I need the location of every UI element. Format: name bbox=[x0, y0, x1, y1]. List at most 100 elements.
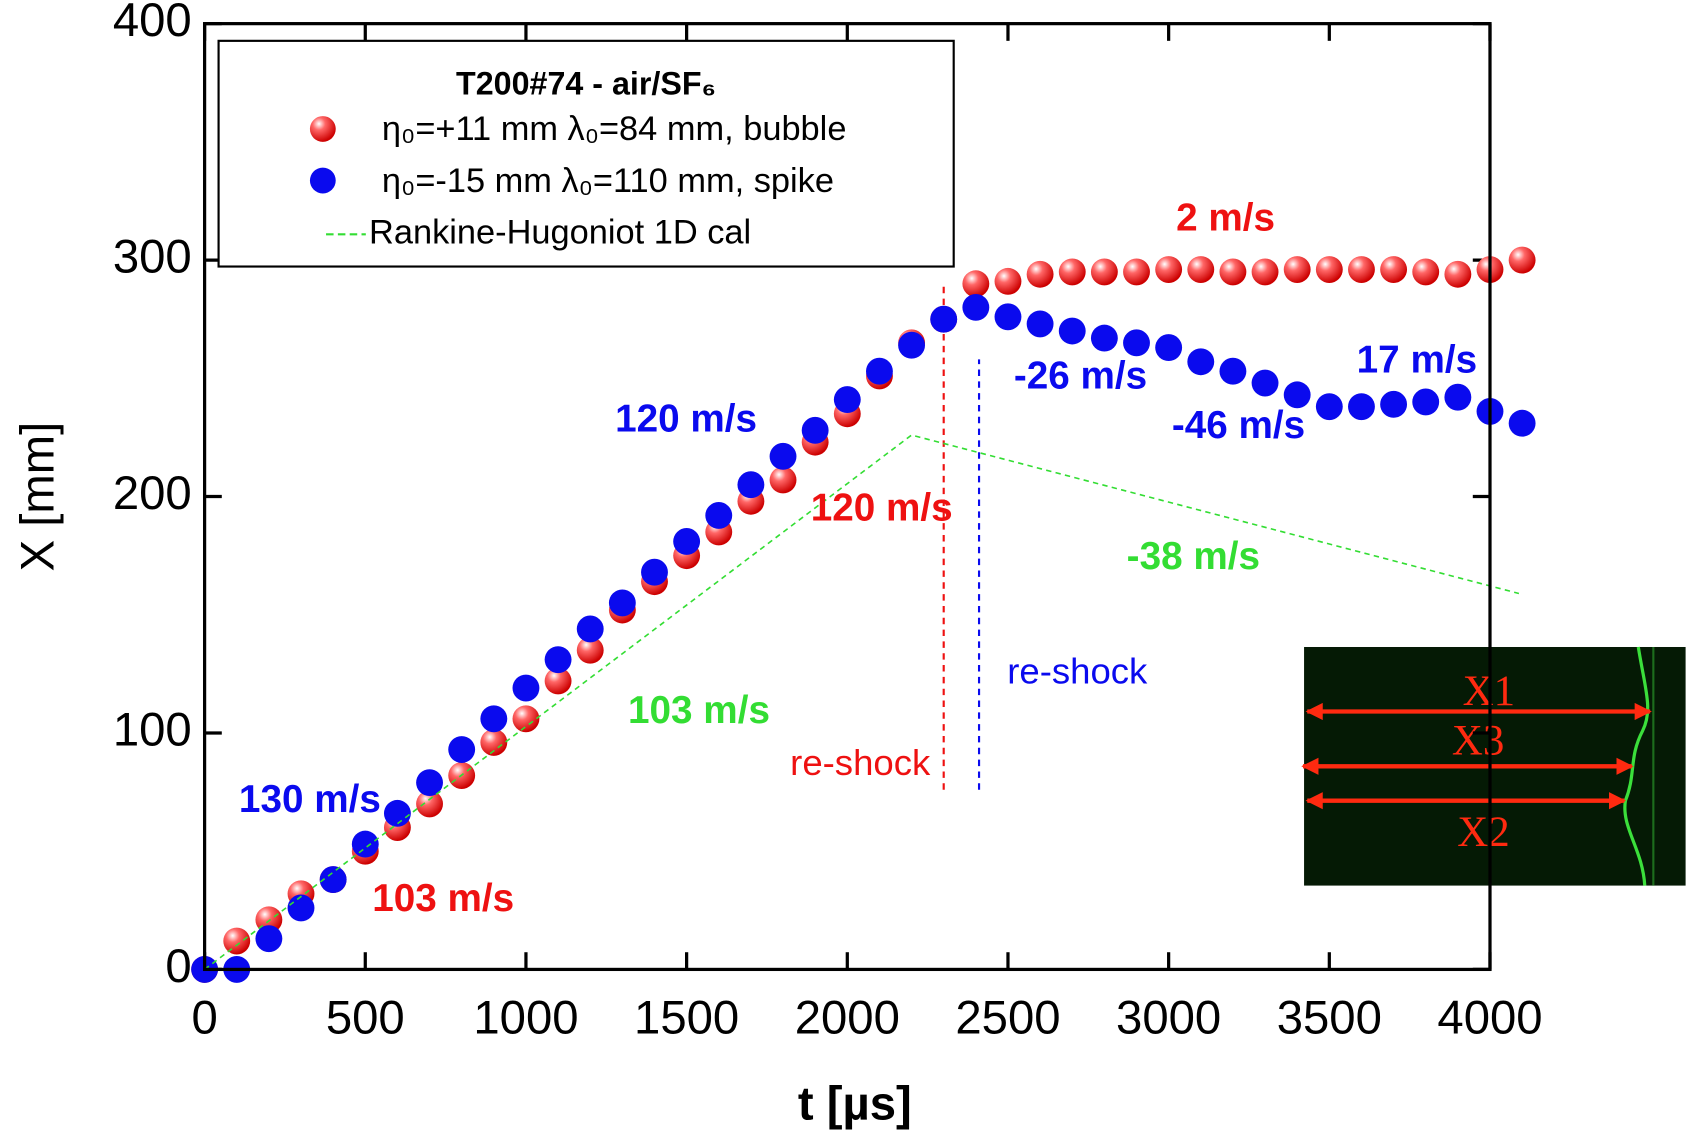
annotation: -38 m/s bbox=[1127, 535, 1260, 578]
data-point bbox=[641, 558, 668, 586]
data-point bbox=[287, 894, 315, 922]
legend-marker bbox=[309, 116, 336, 142]
y-tick-label: 400 bbox=[113, 0, 192, 47]
data-point bbox=[608, 589, 636, 617]
data-point bbox=[1380, 390, 1408, 418]
data-point bbox=[512, 674, 540, 702]
annotation: 103 m/s bbox=[628, 689, 770, 732]
x-tick-label: 2000 bbox=[795, 991, 900, 1044]
inset-image: X1 X3 X2 bbox=[191, 22, 1686, 983]
plot-frame bbox=[202, 22, 1492, 972]
data-point bbox=[1444, 260, 1472, 288]
data-point bbox=[994, 267, 1022, 295]
x-tick-label: 4000 bbox=[1437, 991, 1542, 1044]
inset-label: X2 bbox=[1457, 809, 1510, 856]
annotation: 103 m/s bbox=[372, 877, 514, 920]
y-axis-title: X [mm] bbox=[12, 422, 65, 572]
data-point bbox=[1219, 357, 1247, 385]
data-point bbox=[769, 442, 797, 470]
x-tick-label: 2500 bbox=[955, 991, 1060, 1044]
data-point bbox=[416, 769, 443, 797]
data-point bbox=[512, 705, 540, 733]
annotation: re-shock bbox=[1007, 651, 1148, 692]
data-point bbox=[1187, 348, 1215, 376]
data-point bbox=[673, 528, 701, 555]
data-point bbox=[1508, 246, 1536, 274]
data-point bbox=[1155, 334, 1183, 362]
data-point bbox=[576, 636, 604, 664]
data-point bbox=[1412, 388, 1440, 416]
inset-label: X3 bbox=[1452, 718, 1505, 765]
data-point bbox=[1090, 324, 1118, 352]
data-point bbox=[223, 927, 251, 955]
data-point bbox=[255, 925, 283, 953]
data-point bbox=[1026, 310, 1054, 338]
data-point bbox=[319, 866, 347, 894]
model-line bbox=[204, 434, 1520, 971]
data-point bbox=[930, 305, 958, 333]
data-point bbox=[994, 303, 1022, 331]
annotation: re-shock bbox=[790, 742, 931, 783]
data-point bbox=[1219, 258, 1247, 286]
data-point bbox=[1412, 258, 1440, 286]
data-point bbox=[1090, 258, 1118, 286]
x-axis-title: t [µs] bbox=[798, 1077, 912, 1130]
legend-label: η₀=-15 mm λ₀=110 mm, spike bbox=[382, 162, 834, 200]
data-point bbox=[480, 705, 508, 733]
data-point bbox=[1444, 383, 1472, 411]
data-point bbox=[448, 736, 476, 763]
annotation: 120 m/s bbox=[615, 398, 757, 441]
y-tick-label: 0 bbox=[165, 940, 191, 993]
data-point bbox=[705, 502, 733, 529]
x-tick-label: 0 bbox=[191, 991, 217, 1044]
data-point bbox=[576, 615, 604, 643]
data-point bbox=[383, 799, 411, 827]
data-point bbox=[351, 830, 379, 858]
legend-box bbox=[217, 39, 955, 268]
legend-marker bbox=[309, 167, 336, 194]
annotation: -46 m/s bbox=[1172, 404, 1305, 447]
annotation: 2 m/s bbox=[1176, 197, 1275, 240]
annotation: 130 m/s bbox=[239, 778, 381, 821]
x-tick-label: 500 bbox=[326, 991, 405, 1044]
data-point bbox=[1187, 256, 1215, 283]
annotation: 17 m/s bbox=[1357, 338, 1477, 381]
data-point bbox=[1123, 329, 1150, 357]
data-point bbox=[962, 293, 990, 321]
data-point bbox=[1283, 256, 1311, 283]
annotation: -26 m/s bbox=[1014, 355, 1147, 398]
y-tick-label: 200 bbox=[113, 467, 192, 520]
data-point bbox=[769, 466, 797, 494]
data-point bbox=[1123, 258, 1150, 286]
data-point bbox=[1315, 393, 1343, 421]
data-point bbox=[1348, 393, 1375, 421]
data-point bbox=[1251, 258, 1279, 286]
data-point bbox=[1508, 409, 1536, 437]
legend: T200#74 - air/SF₆ η₀=+11 mm λ₀=84 mm, bu… bbox=[217, 39, 955, 268]
annotation: 120 m/s bbox=[811, 487, 953, 530]
data-point bbox=[833, 386, 861, 414]
data-point bbox=[416, 790, 443, 818]
data-point bbox=[544, 667, 572, 695]
data-point bbox=[480, 728, 508, 756]
legend-title: T200#74 - air/SF₆ bbox=[456, 65, 716, 101]
x-tick-label: 3000 bbox=[1116, 991, 1221, 1044]
data-point bbox=[1026, 260, 1054, 288]
data-point bbox=[898, 331, 926, 359]
data-point bbox=[1283, 381, 1311, 409]
y-tick-label: 300 bbox=[113, 231, 192, 284]
data-point bbox=[865, 357, 893, 385]
legend-label: Rankine-Hugoniot 1D cal bbox=[369, 213, 751, 251]
x-tick-label: 3500 bbox=[1277, 991, 1382, 1044]
data-point bbox=[1315, 256, 1343, 283]
y-tick-label: 100 bbox=[113, 703, 192, 756]
data-point bbox=[1058, 258, 1086, 286]
legend-label: η₀=+11 mm λ₀=84 mm, bubble bbox=[382, 110, 847, 148]
data-point bbox=[1348, 256, 1375, 283]
data-point bbox=[1155, 256, 1183, 283]
data-point bbox=[1058, 317, 1086, 345]
data-point bbox=[1251, 369, 1279, 397]
x-tick-label: 1000 bbox=[473, 991, 578, 1044]
